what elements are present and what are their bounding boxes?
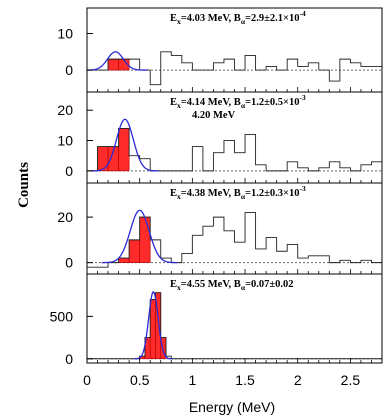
annotation-e-value: =4.55 MeV, B (181, 279, 241, 290)
highlight-bar (107, 58, 119, 71)
y-tick-label: 500 (50, 308, 74, 324)
annotation-e-sub: x (177, 192, 181, 201)
x-tick-label: 2 (294, 372, 302, 388)
gaussian-fit-curve (87, 51, 148, 71)
annotation-e-value: =4.38 MeV, B (181, 188, 241, 199)
x-tick-label: 1 (188, 372, 196, 388)
highlight-bar (139, 216, 151, 263)
y-tick-label: 20 (57, 209, 73, 225)
annotation-e-sub: x (177, 283, 181, 292)
annotation-b-value: =1.2±0.5×10 (245, 97, 299, 108)
shared-x-axis: 0 0.5 1 1.5 2 2.5 (83, 372, 360, 388)
annotation-e-value: =4.14 MeV, B (181, 97, 241, 108)
annotation-b-sub: α (241, 101, 246, 110)
y-tick-label: 10 (57, 26, 73, 42)
annotation-e-main: E (170, 279, 177, 290)
y-tick-label: 0 (65, 351, 73, 367)
x-tick-label: 1.5 (235, 372, 255, 388)
histogram-series (87, 127, 382, 172)
annotation-e-sub: x (177, 101, 181, 110)
highlight-bar (97, 146, 109, 172)
y-tick-label: 10 (57, 133, 73, 149)
annotation-b-exp: -3 (299, 184, 305, 193)
panel-annotation-extra: 4.20 MeV (192, 110, 236, 121)
x-tick-label: 2.5 (341, 372, 361, 388)
histogram-series (87, 51, 382, 86)
panel-3: 0 20 Ex=4.38 MeV, Bα=1.2±0.3×10-3 (57, 182, 383, 275)
panel-plot-area (87, 209, 382, 268)
annotation-b-sub: α (241, 17, 246, 26)
x-axis-label: Energy (MeV) (189, 399, 275, 415)
annotation-e-value: =4.03 MeV, B (181, 13, 241, 24)
annotation-b-value: =2.9±2.1×10 (245, 13, 299, 24)
panel-plot-area (87, 51, 382, 86)
highlight-bar (118, 257, 130, 263)
annotation-b-sub: α (241, 283, 246, 292)
panel-plot-area (87, 291, 382, 360)
annotation-b-exp: -4 (299, 9, 305, 18)
annotation-b-sub: α (241, 192, 246, 201)
panel-4: 0 500 Ex=4.55 MeV, Bα=0.07±0.02 (50, 273, 383, 367)
y-tick-label: 0 (65, 255, 73, 271)
annotation-e-sub: x (177, 17, 181, 26)
annotation-e-main: E (170, 188, 177, 199)
panel-annotation: Ex=4.55 MeV, Bα=0.07±0.02 (170, 279, 294, 292)
highlight-bar (118, 128, 130, 172)
y-axis-label: Counts (16, 162, 32, 208)
panel-1: 0 10 Ex=4.03 MeV, Bα=2.9±2.1×10-4 (57, 7, 383, 93)
annotation-b-value: =1.2±0.3×10 (245, 188, 299, 199)
highlight-bar (149, 299, 156, 360)
histogram-series (87, 292, 382, 360)
panel-annotation: Ex=4.03 MeV, Bα=2.9±2.1×10-4 (170, 9, 306, 26)
y-tick-label: 20 (57, 102, 73, 118)
annotation-e-main: E (170, 97, 177, 108)
histogram-series (87, 212, 382, 268)
highlight-bar (128, 239, 140, 263)
y-tick-label: 0 (65, 62, 73, 78)
annotation-b-exp: -3 (299, 93, 305, 102)
gaussian-fit-curve (134, 291, 173, 360)
x-tick-label: 0.5 (130, 372, 150, 388)
annotation-e-main: E (170, 13, 177, 24)
gaussian-fit-curve (91, 118, 159, 172)
x-tick-label: 0 (83, 372, 91, 388)
panel-plot-area (87, 118, 382, 172)
y-tick-label: 0 (65, 163, 73, 179)
annotation-b-value: =0.07±0.02 (245, 279, 294, 290)
panel-annotation: Ex=4.14 MeV, Bα=1.2±0.5×10-3 (170, 93, 306, 110)
gaussian-fit-curve (101, 209, 178, 264)
panel-annotation: Ex=4.38 MeV, Bα=1.2±0.3×10-3 (170, 184, 306, 201)
